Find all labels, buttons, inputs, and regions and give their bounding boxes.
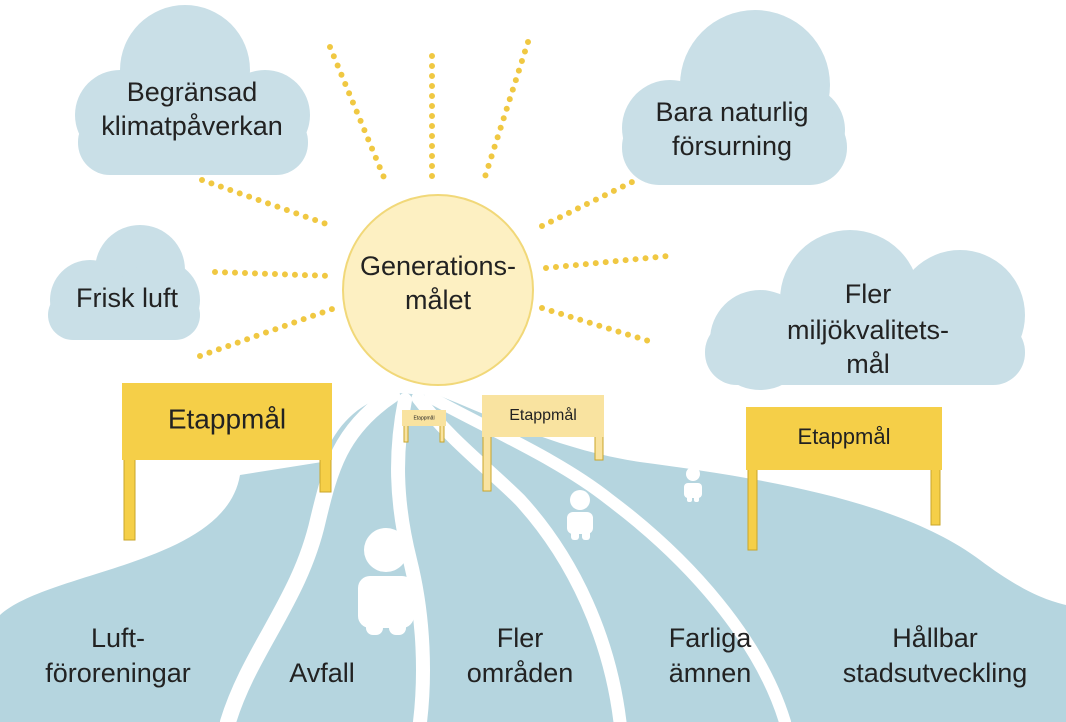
cloud-label: Frisk luft bbox=[76, 283, 179, 313]
road-label: områden bbox=[467, 658, 574, 688]
sign-label: Etappmål bbox=[413, 414, 434, 421]
road-label: stadsutveckling bbox=[843, 658, 1028, 688]
person bbox=[684, 467, 702, 502]
sign-label: Etappmål bbox=[168, 403, 286, 434]
cloud-label: Begränsad bbox=[127, 77, 258, 107]
person bbox=[358, 528, 414, 635]
road-label: föroreningar bbox=[45, 658, 191, 688]
person bbox=[567, 490, 593, 540]
road-label: Avfall bbox=[289, 658, 355, 688]
cloud-label: mål bbox=[846, 349, 890, 379]
sun-label: målet bbox=[405, 285, 472, 315]
cloud-label: Fler bbox=[845, 279, 892, 309]
road-label: Luft- bbox=[91, 623, 145, 653]
road-label: ämnen bbox=[669, 658, 752, 688]
cloud-label: klimatpåverkan bbox=[101, 111, 283, 141]
road-label: Fler bbox=[497, 623, 544, 653]
sun-label: Generations- bbox=[360, 251, 516, 281]
road-label: Hållbar bbox=[892, 623, 978, 653]
cloud-label: miljökvalitets- bbox=[787, 315, 949, 345]
sign-label: Etappmål bbox=[509, 406, 577, 424]
diagram: Generations- målet Begränsad klimatpåver… bbox=[0, 0, 1066, 722]
cloud-label: Bara naturlig bbox=[655, 97, 808, 127]
cloud-label: försurning bbox=[672, 131, 792, 161]
sign-label: Etappmål bbox=[798, 424, 891, 449]
road-label: Farliga bbox=[669, 623, 753, 653]
